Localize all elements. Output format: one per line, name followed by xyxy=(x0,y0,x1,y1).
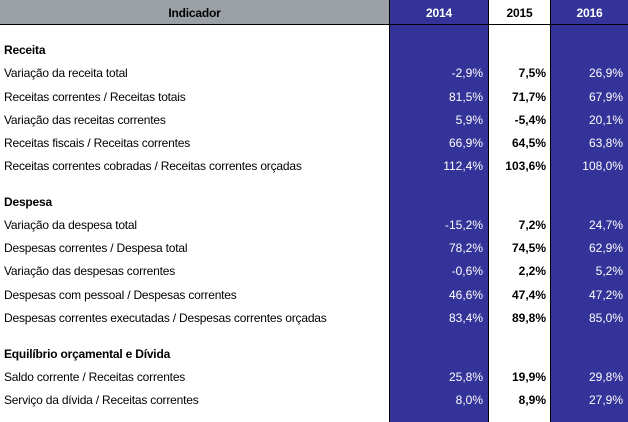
value-2016: 62,9% xyxy=(588,241,623,255)
value-2014: 25,8% xyxy=(448,370,483,384)
value-2015: 103,6% xyxy=(505,159,546,173)
row-label: Receitas correntes / Receitas totais xyxy=(4,90,186,104)
value-2015: 7,2% xyxy=(518,218,546,232)
section-title: Equilíbrio orçamental e Dívida xyxy=(4,347,171,361)
table-row: Receitas fiscais / Receitas correntes 66,… xyxy=(0,132,628,155)
value-2014: 46,6% xyxy=(448,288,483,302)
value-2014: -0,6% xyxy=(451,264,483,278)
value-2014: 66,9% xyxy=(448,136,483,150)
value-2016: 26,9% xyxy=(588,66,623,80)
row-label: Saldo corrente / Receitas correntes xyxy=(4,370,186,384)
value-2015: 7,5% xyxy=(518,66,546,80)
value-2014: 78,2% xyxy=(448,241,483,255)
row-label: Despesas correntes / Despesa total xyxy=(4,241,188,255)
table-row: Variação da despesa total -15,2% 7,2% 24,7% xyxy=(0,214,628,237)
row-label: Despesas com pessoal / Despesas corrente… xyxy=(4,288,237,302)
column-2014-background xyxy=(389,0,488,422)
value-2014: 112,4% xyxy=(443,159,483,173)
value-2016: 47,2% xyxy=(588,288,623,302)
value-2016: 5,2% xyxy=(595,264,623,278)
column-2016-background xyxy=(550,0,628,422)
value-2016: 67,9% xyxy=(588,90,623,104)
value-2014: -15,2% xyxy=(444,218,483,232)
table-header: Indicador 2014 2015 2016 xyxy=(0,0,628,25)
section-header: Equilíbrio orçamental e Dívida xyxy=(0,343,628,366)
section-header: Despesa xyxy=(0,191,628,214)
value-2016: 85,0% xyxy=(588,311,623,325)
table-row: Variação das receitas correntes 5,9% -5,4%… xyxy=(0,109,628,132)
section-title: Despesa xyxy=(4,195,52,209)
column-2015-background xyxy=(488,0,550,422)
table-row: Despesas com pessoal / Despesas corrente… xyxy=(0,284,628,307)
table-row: Serviço da dívida / Receitas correntes 8,… xyxy=(0,389,628,412)
header-2015: 2015 xyxy=(489,0,550,24)
value-2015: 89,8% xyxy=(511,311,546,325)
column-divider xyxy=(389,0,390,422)
value-2015: 74,5% xyxy=(511,241,546,255)
value-2014: 8,0% xyxy=(455,393,483,407)
value-2016: 108,0% xyxy=(582,159,623,173)
value-2015: 19,9% xyxy=(511,370,546,384)
value-2014: 5,9% xyxy=(455,113,483,127)
value-2016: 63,8% xyxy=(588,136,623,150)
value-2015: 71,7% xyxy=(511,90,546,104)
value-2016: 27,9% xyxy=(588,393,623,407)
row-label: Receitas correntes cobradas / Receitas c… xyxy=(4,159,302,173)
row-label: Variação da receita total xyxy=(4,66,128,80)
row-label: Variação das despesas correntes xyxy=(4,264,176,278)
value-2016: 29,8% xyxy=(588,370,623,384)
table-row: Despesas correntes executadas / Despesas… xyxy=(0,307,628,330)
row-label: Variação da despesa total xyxy=(4,218,137,232)
column-divider xyxy=(550,0,551,422)
value-2014: 81,5% xyxy=(448,90,483,104)
table-row: Variação da receita total -2,9% 7,5% 26,9% xyxy=(0,62,628,85)
value-2015: 8,9% xyxy=(518,393,546,407)
value-2015: -5,4% xyxy=(514,113,546,127)
table-row: Variação das despesas correntes -0,6% 2,2%… xyxy=(0,260,628,283)
table-row: Receitas correntes / Receitas totais 81,5… xyxy=(0,86,628,109)
value-2015: 2,2% xyxy=(518,264,546,278)
value-2016: 20,1% xyxy=(588,113,623,127)
value-2015: 64,5% xyxy=(511,136,546,150)
row-label: Despesas correntes executadas / Despesas… xyxy=(4,311,327,325)
column-divider xyxy=(488,0,489,422)
row-label: Serviço da dívida / Receitas correntes xyxy=(4,393,199,407)
value-2014: 83,4% xyxy=(448,311,483,325)
row-label: Receitas fiscais / Receitas correntes xyxy=(4,136,191,150)
section-title: Receita xyxy=(4,43,46,57)
header-2014: 2014 xyxy=(390,0,488,24)
table-row: Saldo corrente / Receitas correntes 25,8%… xyxy=(0,366,628,389)
value-2015: 47,4% xyxy=(511,288,546,302)
header-2016: 2016 xyxy=(551,0,628,24)
value-2016: 24,7% xyxy=(588,218,623,232)
value-2014: -2,9% xyxy=(451,66,483,80)
table-row: Receitas correntes cobradas / Receitas c… xyxy=(0,155,628,178)
section-header: Receita xyxy=(0,39,628,62)
row-label: Variação das receitas correntes xyxy=(4,113,166,127)
table-row: Despesas correntes / Despesa total 78,2% 7… xyxy=(0,237,628,260)
header-indicator: Indicador xyxy=(0,0,390,24)
